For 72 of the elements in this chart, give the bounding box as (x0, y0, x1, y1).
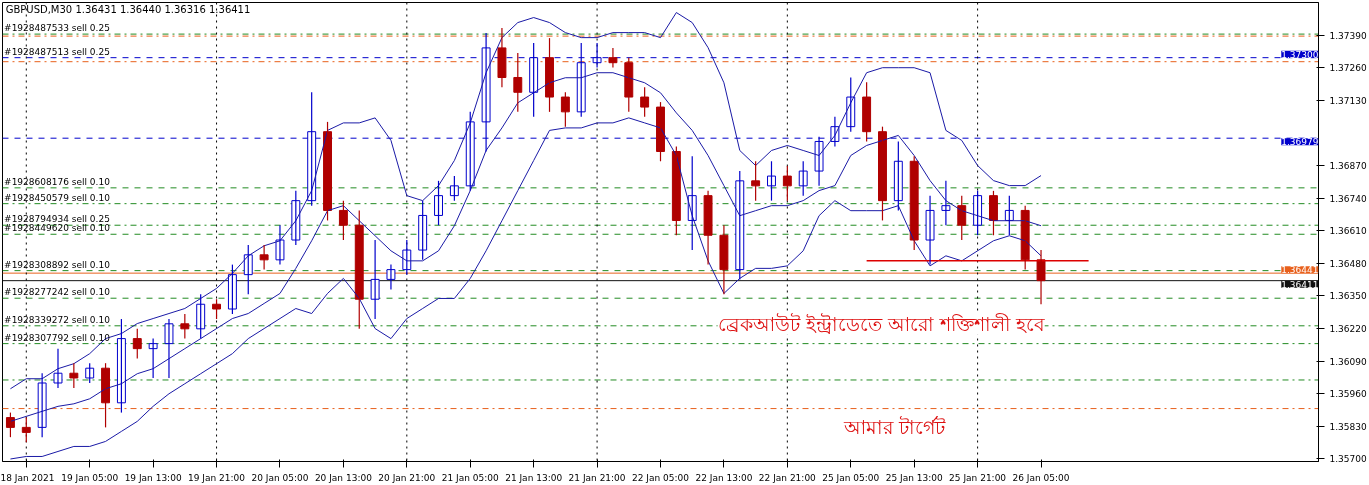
y-tick-label: 1.36480 (1329, 258, 1367, 269)
candlestick (703, 190, 713, 266)
candlestick (449, 175, 459, 202)
annotation: #1928449620 sell 0.10 (4, 223, 111, 234)
x-tick-label: 22 Jan 13:00 (695, 472, 753, 483)
candlestick (434, 180, 443, 226)
y-tick-label: 1.36610 (1329, 226, 1367, 237)
candlestick (640, 86, 650, 118)
candlestick (338, 200, 348, 241)
x-tick-label: 20 Jan 21:00 (378, 472, 436, 483)
candlestick (21, 417, 31, 443)
x-tick-label: 18 Jan 2021 (0, 472, 55, 483)
candlestick (941, 180, 951, 226)
x-tick-label: 19 Jan 05:00 (61, 472, 119, 483)
annotation: #1928608176 sell 0.10 (4, 176, 111, 187)
candlestick (212, 298, 222, 320)
candlestick (560, 91, 570, 128)
candlestick (925, 195, 935, 266)
annotation: #1928794934 sell 0.25 (4, 214, 110, 225)
y-tick-label: 1.36350 (1329, 291, 1367, 302)
x-tick-label: 21 Jan 05:00 (441, 472, 499, 483)
candlestick (751, 160, 761, 202)
candlestick (69, 362, 79, 389)
candlestick (370, 239, 380, 320)
x-tick-label: 25 Jan 13:00 (885, 472, 943, 483)
y-tick-label: 1.36220 (1329, 324, 1367, 335)
annotation: #1928487513 sell 0.25 (4, 46, 110, 57)
candlestick (85, 362, 95, 384)
y-tick-label: 1.35830 (1329, 421, 1367, 432)
candlestick (862, 81, 872, 143)
annotation: #1928277242 sell 0.10 (4, 287, 111, 298)
candlestick (53, 348, 63, 389)
y-tick-label: 1.35960 (1329, 389, 1367, 400)
y-tick-label: 1.36870 (1329, 161, 1367, 172)
y-tick-label: 1.35700 (1329, 454, 1367, 465)
x-tick-label: 20 Jan 13:00 (314, 472, 373, 483)
ref-line-label: 1.36441 (1281, 265, 1319, 276)
annotation: আমার টার্গেট (843, 416, 947, 439)
candlestick (513, 52, 523, 113)
y-tick-label: 1.37130 (1329, 95, 1367, 106)
y-tick-label: 1.37390 (1329, 30, 1367, 41)
x-tick-label: 21 Jan 13:00 (505, 472, 563, 483)
x-tick-label: 19 Jan 13:00 (124, 472, 182, 483)
candlestick (767, 160, 776, 202)
annotation: #1928307792 sell 0.10 (4, 332, 111, 343)
annotation: ব্রেকআউট ইন্ট্রাডেতে আরো শক্তিশালী হবে (717, 312, 1045, 335)
annotation: #1928339272 sell 0.10 (4, 314, 111, 325)
annotation: #1928308892 sell 0.10 (4, 259, 111, 270)
annotation: #1928487533 sell 0.25 (4, 23, 110, 34)
x-tick-label: 22 Jan 05:00 (632, 472, 690, 483)
candlestick (132, 328, 142, 360)
x-tick-label: 22 Jan 21:00 (758, 472, 817, 483)
ref-line-label: 1.36979 (1281, 137, 1319, 148)
chart-title: GBPUSD,M30 1.36431 1.36440 1.36316 1.36411 (5, 3, 251, 15)
candlestick (386, 264, 396, 291)
annotation: #1928450579 sell 0.10 (4, 192, 111, 203)
x-tick-label: 26 Jan 05:00 (1012, 472, 1070, 483)
x-tick-label: 20 Jan 05:00 (251, 472, 309, 483)
candlestick (164, 318, 174, 379)
candlestick (798, 160, 808, 197)
candlestick (418, 200, 428, 261)
x-tick-label: 19 Jan 21:00 (188, 472, 246, 483)
y-tick-label: 1.36740 (1329, 193, 1367, 204)
candlestick (497, 27, 507, 88)
y-tick-label: 1.36090 (1329, 356, 1367, 367)
ref-line-label: 1.36411 (1281, 279, 1319, 290)
x-tick-label: 21 Jan 21:00 (568, 472, 626, 483)
y-tick-label: 1.37260 (1329, 63, 1367, 74)
x-tick-label: 25 Jan 05:00 (822, 472, 880, 483)
ref-line-label: 1.37300 (1281, 49, 1319, 60)
x-tick-label: 25 Jan 21:00 (949, 472, 1007, 483)
candlestick (782, 165, 792, 202)
